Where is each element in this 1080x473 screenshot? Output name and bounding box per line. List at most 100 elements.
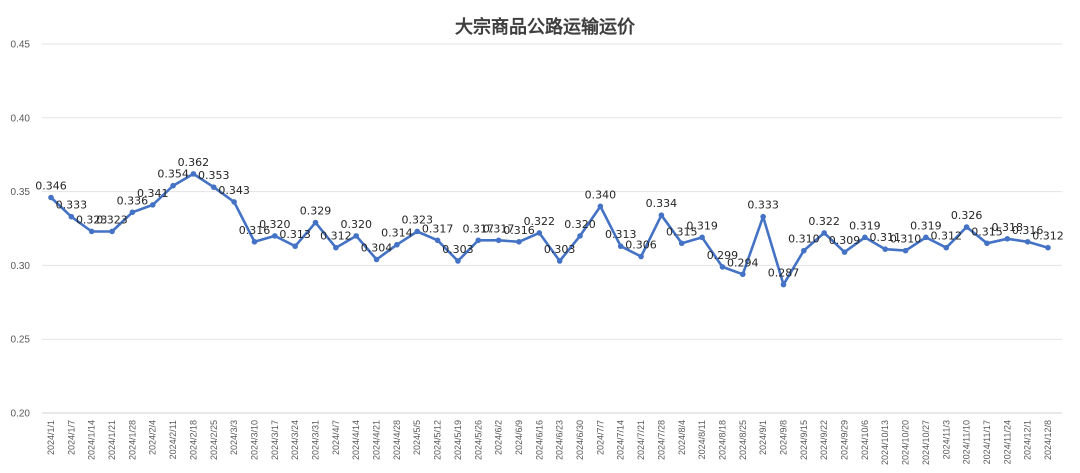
data-label: 0.329	[300, 205, 332, 218]
data-label: 0.334	[646, 197, 678, 210]
data-label: 0.315	[666, 225, 698, 238]
x-tick-label: 2024/3/24	[290, 420, 300, 460]
y-tick-label: 0.45	[11, 40, 31, 51]
data-label: 0.336	[117, 194, 149, 207]
x-tick-label: 2024/3/17	[270, 420, 280, 460]
data-point	[1024, 238, 1031, 245]
data-label: 0.316	[1012, 224, 1044, 237]
data-point	[1045, 244, 1051, 251]
data-point	[516, 238, 522, 245]
data-point	[658, 212, 665, 219]
x-tick-label: 2024/6/2	[494, 420, 504, 455]
data-point	[821, 230, 827, 236]
x-tick-label: 2024/9/29	[840, 420, 850, 460]
data-point	[170, 182, 176, 189]
x-tick-label: 2024/2/11	[168, 420, 178, 459]
data-point	[190, 171, 197, 177]
x-tick-label: 2024/1/28	[127, 420, 137, 460]
data-label: 0.354	[157, 168, 189, 181]
data-point	[373, 256, 380, 263]
y-tick-label: 0.20	[11, 409, 31, 420]
data-label: 0.343	[218, 184, 250, 197]
data-point	[963, 224, 970, 230]
x-tick-label: 2024/5/12	[433, 420, 443, 460]
x-tick-label: 2024/12/1	[1023, 420, 1033, 460]
data-point	[923, 234, 929, 241]
x-tick-label: 2024/3/31	[311, 420, 321, 460]
data-point	[984, 240, 990, 247]
x-tick-label: 2024/12/8	[1043, 420, 1053, 460]
data-label: 0.303	[442, 243, 474, 256]
data-point	[801, 247, 807, 254]
x-tick-label: 2024/11/3	[941, 420, 951, 459]
data-point	[353, 233, 360, 239]
data-label: 0.326	[951, 209, 983, 222]
data-label: 0.318	[992, 221, 1024, 234]
data-labels: 0.3460.3330.3230.3230.3360.3410.3540.362…	[35, 156, 1064, 280]
data-point	[556, 258, 563, 264]
x-tick-label: 2024/8/11	[697, 420, 707, 459]
data-point	[272, 233, 278, 239]
data-point	[414, 228, 421, 235]
x-tick-label: 2024/9/8	[778, 420, 788, 455]
x-tick-label: 2024/9/15	[799, 420, 809, 460]
data-label: 0.313	[605, 228, 637, 241]
x-tick-label: 2024/7/28	[656, 420, 666, 460]
x-tick-label: 2024/4/21	[372, 420, 382, 460]
x-tick-label: 2024/8/4	[677, 420, 687, 455]
data-point	[882, 246, 889, 252]
data-point	[902, 247, 909, 254]
x-tick-label: 2024/2/18	[188, 420, 198, 460]
data-label: 0.340	[585, 188, 617, 201]
data-label: 0.323	[76, 213, 108, 226]
data-point	[862, 234, 868, 241]
data-point	[434, 237, 441, 244]
data-point	[292, 243, 298, 250]
x-tick-label: 2024/1/1	[46, 420, 56, 455]
data-point	[841, 249, 848, 255]
data-point	[495, 237, 502, 244]
data-label: 0.322	[524, 215, 556, 228]
data-label: 0.333	[56, 199, 88, 212]
x-tick-label: 2024/11/24	[1002, 420, 1012, 464]
data-point	[678, 240, 685, 247]
x-tick-label: 2024/2/25	[209, 420, 219, 460]
data-point	[760, 213, 766, 220]
x-tick-label: 2024/2/4	[148, 420, 158, 455]
data-point	[597, 203, 604, 210]
data-point	[149, 202, 156, 208]
data-point	[638, 253, 644, 260]
x-tick-label: 2024/5/19	[453, 420, 463, 460]
x-tick-label: 2024/8/25	[738, 420, 748, 460]
data-point	[617, 243, 624, 250]
data-point	[48, 194, 54, 201]
chart-title: 大宗商品公路运输运价	[455, 16, 636, 38]
data-label: 0.320	[340, 218, 372, 231]
x-tick-label: 2024/1/21	[107, 420, 117, 460]
data-label: 0.319	[849, 219, 881, 232]
x-tick-label: 2024/9/1	[758, 420, 768, 455]
data-label: 0.304	[361, 241, 393, 254]
y-tick-label: 0.35	[11, 187, 31, 198]
x-tick-label: 2024/11/10	[962, 420, 972, 464]
data-label: 0.353	[198, 169, 230, 182]
data-label: 0.310	[788, 233, 820, 246]
data-label: 0.312	[320, 230, 352, 243]
data-point	[333, 244, 339, 251]
data-point	[699, 234, 705, 241]
data-point	[210, 184, 217, 190]
data-point	[1004, 236, 1011, 242]
x-tick-label: 2024/10/13	[880, 420, 890, 465]
data-label: 0.310	[890, 233, 922, 246]
x-tick-label: 2024/6/9	[514, 420, 524, 455]
data-label: 0.294	[727, 256, 759, 269]
data-label: 0.320	[259, 218, 291, 231]
x-tick-label: 2024/3/3	[229, 420, 239, 455]
x-tick-label: 2024/6/30	[575, 420, 585, 460]
x-tick-label: 2024/6/16	[534, 420, 544, 460]
x-tick-label: 2024/10/6	[860, 420, 870, 460]
x-tick-label: 2024/11/17	[982, 420, 992, 464]
data-label: 0.312	[1032, 230, 1064, 243]
data-label: 0.319	[686, 219, 718, 232]
